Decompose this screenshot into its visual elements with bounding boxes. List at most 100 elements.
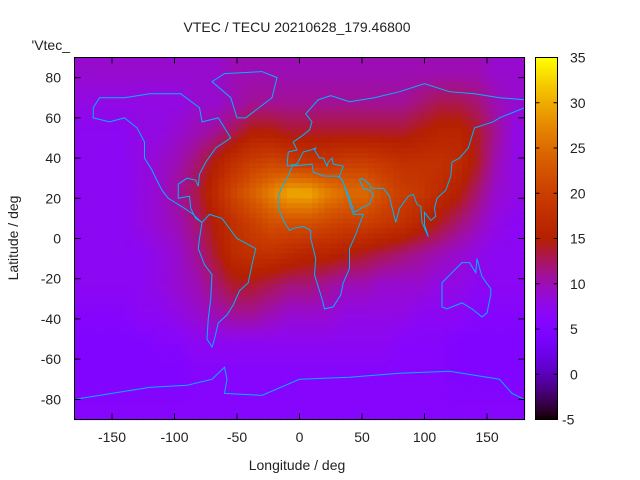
heatmap-cell [293,168,301,174]
heatmap-cell [168,223,176,230]
heatmap-cell [318,208,326,214]
heatmap-cell [155,208,163,214]
heatmap-cell [393,208,401,214]
heatmap-cell [262,198,269,204]
heatmap-cell [99,283,107,290]
heatmap-cell [512,298,519,305]
heatmap-cell [305,278,313,285]
heatmap-cell [380,283,388,290]
heatmap-cell [199,334,207,340]
heatmap-cell [499,208,507,214]
heatmap-cell [468,168,476,174]
heatmap-cell [118,72,126,79]
heatmap-cell [280,122,288,129]
heatmap-cell [443,173,451,179]
heatmap-cell [168,77,176,84]
heatmap-cell [462,248,469,255]
heatmap-cell [212,132,219,139]
heatmap-cell [218,183,226,189]
heatmap-cell [305,117,313,124]
heatmap-cell [330,329,338,335]
heatmap-cell [287,379,294,385]
heatmap-cell [468,183,476,189]
heatmap-cell [505,394,513,400]
heatmap-cell [512,394,519,400]
heatmap-cell [118,62,126,69]
heatmap-cell [449,203,457,209]
heatmap-cell [87,228,94,235]
heatmap-cell [174,258,182,265]
heatmap-cell [193,92,201,99]
heatmap-cell [455,248,463,255]
heatmap-cell [493,238,501,245]
heatmap-cell [218,153,226,159]
heatmap-cell [405,394,413,400]
heatmap-cell [393,253,401,260]
heatmap-cell [512,313,519,320]
heatmap-cell [274,253,282,260]
heatmap-cell [262,168,269,174]
heatmap-cell [193,404,201,411]
heatmap-cell [105,148,113,154]
heatmap-cell [474,102,482,109]
heatmap-cell [343,313,351,320]
heatmap-cell [224,374,232,380]
heatmap-cell [399,359,407,365]
heatmap-cell [468,329,476,335]
heatmap-cell [205,62,213,69]
heatmap-cell [74,92,82,99]
heatmap-cell [368,208,376,214]
heatmap-cell [99,248,107,255]
heatmap-cell [80,404,88,411]
heatmap-cell [299,168,307,174]
heatmap-cell [387,173,394,179]
heatmap-cell [199,268,207,275]
heatmap-cell [118,132,126,139]
heatmap-cell [218,213,226,219]
heatmap-cell [280,163,288,169]
heatmap-cell [230,158,238,164]
heatmap-cell [230,142,238,149]
heatmap-cell [299,218,307,225]
heatmap-cell [455,369,463,375]
heatmap-cell [193,313,201,320]
heatmap-cell [262,389,269,395]
heatmap-cell [149,248,157,255]
heatmap-cell [362,87,369,94]
heatmap-cell [437,394,444,400]
heatmap-cell [462,102,469,109]
heatmap-cell [474,344,482,350]
heatmap-cell [224,318,232,325]
heatmap-cell [255,87,263,94]
heatmap-cell [155,354,163,360]
heatmap-cell [87,188,94,194]
heatmap-cell [474,72,482,79]
heatmap-cell [105,72,113,79]
heatmap-cell [430,359,438,365]
heatmap-cell [480,77,488,84]
heatmap-cell [193,323,201,330]
heatmap-cell [130,389,138,395]
heatmap-cell [143,354,151,360]
heatmap-cell [399,67,407,74]
heatmap-cell [280,238,288,245]
heatmap-cell [99,178,107,184]
heatmap-cell [399,253,407,260]
heatmap-cell [299,183,307,189]
heatmap-cell [249,283,257,290]
heatmap-cell [474,268,482,275]
heatmap-cell [74,379,82,385]
heatmap-cell [412,142,419,149]
heatmap-cell [237,329,244,335]
heatmap-cell [455,102,463,109]
heatmap-cell [374,318,382,325]
heatmap-cell [393,323,401,330]
heatmap-cell [449,87,457,94]
heatmap-cell [355,253,363,260]
heatmap-cell [87,87,94,94]
heatmap-cell [355,87,363,94]
heatmap-cell [87,112,94,119]
heatmap-cell [162,329,169,335]
heatmap-cell [499,142,507,149]
heatmap-cell [162,72,169,79]
